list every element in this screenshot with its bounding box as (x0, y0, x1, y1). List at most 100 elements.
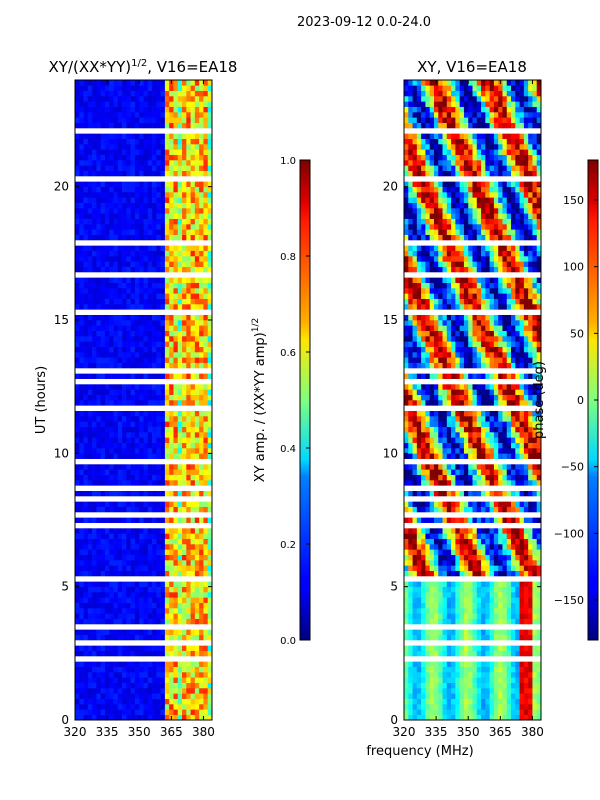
phase-cell (433, 704, 439, 710)
amp-cell (182, 597, 187, 603)
phase-cell (506, 650, 512, 657)
amp-cell (156, 373, 161, 379)
amp-cell (177, 432, 183, 438)
phase-cell (408, 709, 413, 715)
amp-cell (126, 96, 131, 102)
amp-cell (83, 693, 89, 699)
amp-cell (199, 218, 204, 225)
phase-cell (404, 528, 409, 534)
amp-cell (122, 282, 127, 289)
phase-cell (493, 682, 499, 689)
amp-cell (186, 112, 191, 118)
amp-cell (199, 357, 204, 363)
amp-cell (75, 453, 80, 459)
amp-cell (173, 480, 179, 486)
amp-cell (160, 149, 166, 155)
amp-cell (169, 336, 174, 342)
amp-cell (92, 149, 97, 155)
phase-cell (493, 634, 499, 641)
amp-cell (186, 224, 191, 230)
amp-cell (177, 170, 183, 177)
amp-cell (122, 714, 127, 721)
amp-cell (117, 357, 123, 363)
phase-cell (485, 480, 490, 486)
phase-cell (472, 645, 478, 651)
amp-cell (79, 250, 84, 257)
amp-cell (160, 426, 166, 433)
amp-cell (96, 400, 101, 406)
amp-cell (100, 293, 106, 299)
amp-cell (173, 608, 179, 614)
amp-cell (87, 197, 93, 203)
amp-cell (96, 432, 101, 438)
phase-cell (412, 410, 418, 417)
phase-cell (404, 688, 409, 694)
amp-cell (100, 528, 106, 534)
amp-cell (186, 149, 191, 155)
amp-cell (160, 138, 166, 145)
amp-cell (177, 618, 183, 625)
phase-cell (446, 517, 452, 523)
amp-cell (152, 234, 157, 241)
phase-cell (446, 528, 452, 534)
amp-cell (109, 389, 114, 395)
amp-cell (92, 256, 97, 262)
amp-cell (113, 314, 119, 321)
amp-cell (134, 160, 140, 166)
amp-cell (190, 544, 196, 550)
amp-cell (182, 426, 187, 433)
phase-cell (412, 613, 418, 619)
amp-cell (96, 618, 101, 625)
phase-cell (489, 709, 495, 715)
phase-cell (425, 714, 430, 721)
amp-cell (199, 517, 204, 523)
phase-cell (536, 672, 542, 678)
amp-cell (100, 645, 106, 651)
amp-cell (143, 570, 149, 577)
phase-cell (515, 501, 520, 507)
amp-cell (177, 528, 183, 534)
amp-cell (194, 560, 200, 566)
amp-cell (199, 554, 204, 561)
phase-gap-row (404, 576, 541, 582)
phase-cell (502, 698, 508, 705)
phase-cell (459, 533, 465, 539)
amp-cell (156, 229, 161, 235)
phase-cell (506, 677, 512, 683)
phase-cell (519, 517, 525, 523)
amp-cell (96, 704, 101, 710)
amp-cell (117, 261, 123, 267)
amp-cell (92, 528, 97, 534)
phase-cell (408, 549, 413, 555)
amp-cell (156, 544, 161, 550)
amp-cell (164, 506, 170, 513)
phase-cell (489, 672, 495, 678)
amp-cell (160, 357, 166, 363)
amp-cell (126, 549, 131, 555)
amp-cell (92, 570, 97, 577)
amp-cell (96, 608, 101, 614)
phase-cell (528, 490, 533, 497)
amp-cell (182, 693, 187, 699)
amp-cell (173, 218, 179, 225)
amp-cell (156, 538, 161, 545)
amp-cell (207, 400, 213, 406)
phase-cell (493, 672, 499, 678)
phase-cell (404, 490, 409, 497)
amp-cell (109, 245, 114, 251)
phase-cell (404, 453, 409, 459)
amp-cell (113, 602, 119, 609)
amp-cell (169, 138, 174, 145)
amp-cell (160, 261, 166, 267)
amp-cell (87, 592, 93, 598)
amp-cell (122, 554, 127, 561)
amp-cell (194, 533, 200, 539)
amp-cell (130, 442, 136, 449)
amp-cell (190, 565, 196, 571)
phase-cell (511, 618, 516, 625)
phase-cell (536, 490, 542, 497)
phase-cell (404, 474, 409, 481)
phase-cell (528, 634, 533, 641)
amp-cell (190, 597, 196, 603)
amp-cell (177, 106, 183, 113)
